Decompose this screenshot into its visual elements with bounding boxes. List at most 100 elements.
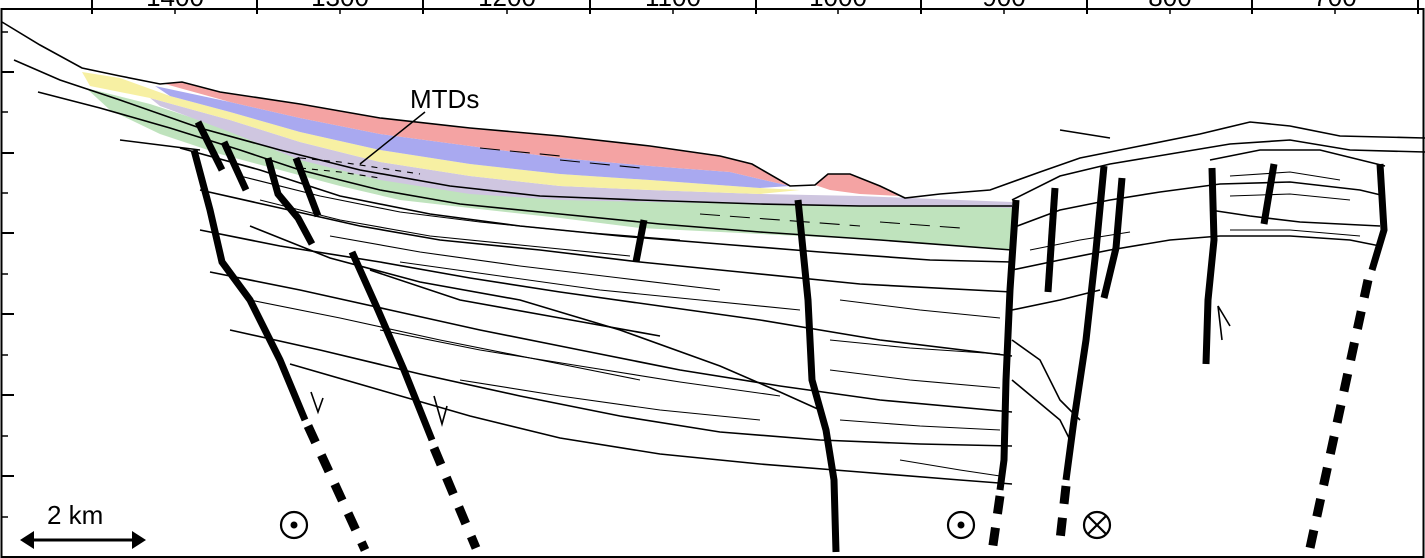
fault	[1368, 163, 1388, 272]
scale-bar-arrowhead-left	[20, 531, 34, 549]
mtds-label: MTDs	[410, 84, 479, 114]
reflector	[1011, 139, 1425, 201]
red-unit-east	[815, 174, 900, 196]
reflector	[209, 271, 1013, 413]
reflector	[1059, 129, 1111, 139]
reflector	[1209, 149, 1386, 167]
out-of-page-dot	[290, 521, 298, 529]
reflector	[1209, 209, 1381, 227]
into-page-symbol	[1082, 510, 1112, 540]
thin-reflector	[899, 459, 1001, 477]
fault	[264, 157, 316, 246]
reflector	[1011, 181, 1386, 229]
fault	[1260, 163, 1278, 225]
reflector	[249, 225, 821, 411]
reflector	[199, 189, 1013, 293]
into-page-circle	[1082, 510, 1112, 540]
fault	[194, 120, 226, 172]
reflector	[369, 269, 661, 337]
thin-reflector	[459, 379, 761, 421]
normal-slip-arrow	[310, 391, 324, 415]
thin-reflector	[699, 213, 861, 227]
normal-slip-arrow	[433, 395, 448, 427]
colored-units	[82, 72, 1012, 250]
reflector	[1011, 379, 1071, 441]
fault-extension	[1305, 279, 1373, 549]
thin-reflector	[249, 299, 641, 381]
fault	[794, 199, 840, 553]
slip-indicators	[310, 305, 1231, 427]
reflector	[37, 91, 1013, 251]
thin-reflector	[1229, 193, 1351, 201]
fault	[1044, 187, 1059, 293]
top-axis-label: 1300	[311, 0, 369, 12]
reflector	[289, 363, 1013, 485]
out-of-page-symbol	[946, 510, 976, 540]
top-axis-label: 1000	[809, 0, 867, 12]
green-unit	[86, 88, 1012, 250]
reflector	[119, 139, 201, 151]
yellow-unit	[82, 72, 800, 194]
mtds-leader-line	[359, 111, 426, 165]
fault	[292, 156, 322, 218]
thin-reflector	[1230, 229, 1361, 237]
left-axis	[2, 31, 14, 518]
fault-extension	[987, 495, 1005, 553]
blue-unit	[155, 86, 790, 188]
plot-frame	[0, 8, 1425, 558]
lavender-unit	[150, 98, 1012, 208]
reflector	[1011, 339, 1081, 421]
fault	[1062, 165, 1108, 481]
top-axis: 1400 1300 1200 1100 1000 900 800 700	[91, 0, 1419, 14]
out-of-page-circle	[279, 510, 309, 540]
reflector	[13, 59, 1012, 207]
reflector	[1011, 235, 1381, 271]
out-of-page-circle	[946, 510, 976, 540]
fault	[996, 199, 1020, 491]
top-axis-label: 1400	[146, 0, 204, 12]
fault	[1100, 177, 1126, 299]
thin-reflector	[1029, 231, 1131, 251]
fault-extension	[303, 424, 370, 552]
fault	[632, 219, 648, 263]
fault	[190, 149, 309, 422]
fault	[220, 140, 250, 192]
scale-bar: 2 km	[20, 500, 146, 549]
top-axis-label: 1200	[478, 0, 536, 12]
fault	[1202, 167, 1218, 365]
reflector	[199, 229, 1013, 357]
fault	[348, 250, 436, 442]
strike-slip-symbols	[279, 510, 1112, 540]
thin-reflector	[879, 221, 961, 229]
faults	[190, 120, 1388, 553]
thin-reflector	[829, 369, 1001, 389]
fault-extension	[429, 446, 481, 550]
thin-reflector	[379, 329, 781, 397]
thin-reflector	[479, 147, 561, 157]
thin-reflector	[839, 299, 1001, 319]
fault-extension	[1055, 485, 1071, 541]
top-axis-label: 1100	[645, 0, 701, 12]
thin-reflector	[559, 159, 641, 169]
top-axis-label: 700	[1313, 0, 1356, 12]
thin-reflector	[299, 167, 381, 179]
thin-reflector	[839, 419, 1001, 431]
out-of-page-dot	[957, 521, 965, 529]
thin-reflector	[1229, 171, 1341, 181]
thin-reflector	[329, 235, 721, 291]
top-axis-label: 800	[1148, 0, 1191, 12]
reflectors	[1, 21, 1425, 485]
reverse-slip-arrow	[1217, 305, 1231, 341]
into-page-cross	[1087, 515, 1107, 535]
thin-reflector	[399, 261, 801, 311]
top-axis-label: 900	[982, 0, 1025, 12]
seafloor-reflector	[1, 21, 1425, 199]
reflector	[229, 329, 1013, 447]
scale-bar-arrowhead-right	[132, 531, 146, 549]
out-of-page-symbol	[279, 510, 309, 540]
reflector	[1011, 289, 1101, 311]
mtds-annotation: MTDs	[359, 84, 479, 165]
scale-bar-label: 2 km	[47, 500, 103, 530]
